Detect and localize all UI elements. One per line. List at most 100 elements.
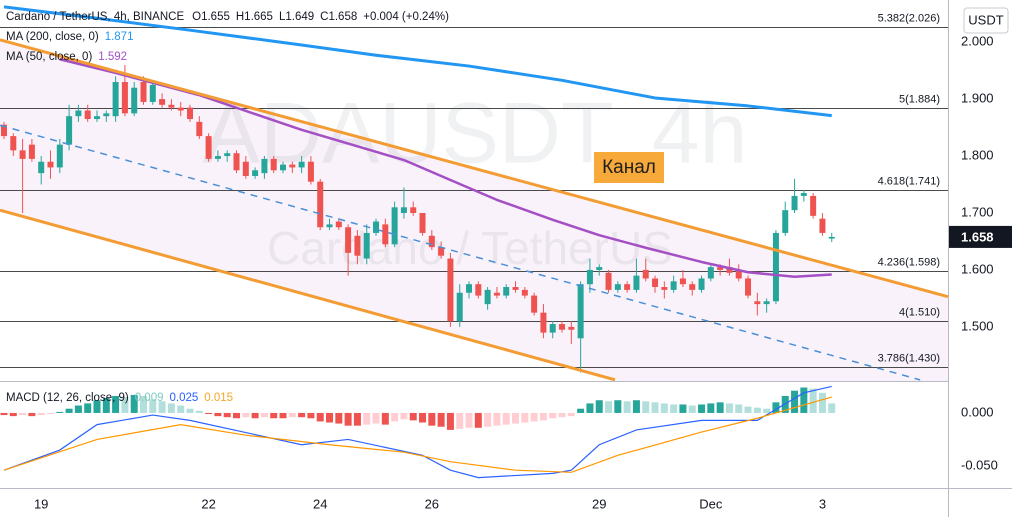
histogram-bar — [474, 412, 482, 428]
candle-body — [568, 326, 575, 330]
macd-pane — [0, 385, 836, 479]
level-label: 4.236(1.598) — [878, 256, 940, 268]
histogram-bar — [753, 407, 761, 413]
candle-body — [726, 267, 733, 273]
histogram-bar — [670, 404, 678, 413]
histogram-bar — [818, 392, 826, 413]
candle-body — [782, 210, 789, 233]
y-tick-label: 2.000 — [961, 34, 994, 49]
histogram-bar — [260, 412, 268, 418]
histogram-bar — [605, 401, 613, 413]
candle-body — [689, 284, 696, 290]
candle-body — [484, 289, 491, 305]
candle-body — [624, 284, 631, 290]
line-series — [3, 5, 832, 118]
candle-body — [0, 124, 7, 137]
histogram-bar — [93, 400, 101, 413]
candle-body — [317, 181, 324, 228]
y-tick-label: 1.900 — [961, 91, 994, 106]
histogram-bar — [539, 412, 547, 421]
histogram-bar — [465, 412, 473, 428]
candle-body — [791, 195, 798, 211]
histogram-bar — [493, 412, 501, 426]
candle-body — [447, 258, 454, 322]
candle-body — [531, 295, 538, 313]
legend-value: 1.592 — [98, 51, 127, 63]
histogram-bar — [772, 402, 780, 413]
candle-body — [121, 82, 128, 114]
histogram-bar — [558, 412, 566, 418]
candle-body — [810, 195, 817, 216]
legend-entry: MA (200, close, 0) 1.871 — [6, 31, 133, 43]
histogram-bar — [419, 412, 427, 423]
histogram-bar — [47, 412, 55, 415]
legend-entry: MA (50, close, 0) 1.592 — [6, 51, 127, 63]
x-tick-label: 26 — [425, 496, 439, 511]
legend-value: 1.871 — [105, 31, 134, 43]
histogram-bar — [37, 412, 45, 416]
y-tick-label: 1.700 — [961, 204, 994, 219]
candle-body — [196, 121, 203, 137]
histogram-bar — [614, 400, 622, 413]
candle-body — [382, 224, 389, 245]
candle-body — [428, 235, 435, 248]
candle-body — [679, 278, 686, 285]
candle-body — [652, 278, 659, 288]
histogram-bar — [214, 412, 222, 417]
candle-body — [140, 82, 147, 102]
candle-body — [466, 284, 473, 293]
histogram-bar — [391, 412, 399, 422]
line-series — [59, 58, 832, 279]
histogram-bar — [437, 412, 445, 427]
candle-body — [103, 113, 110, 117]
candle-body — [205, 136, 212, 159]
histogram-bar — [353, 412, 361, 426]
candle-body — [159, 99, 166, 105]
candle-body — [596, 267, 603, 270]
histogram-bar — [632, 400, 640, 413]
candle-body — [335, 221, 342, 228]
histogram-bar — [121, 397, 129, 413]
macd-legend: MACD (12, 26, close, 9) 0.009 0.025 0.015 — [6, 392, 233, 404]
legend-value: 0.025 — [170, 392, 199, 404]
ohlc-label: L — [279, 11, 286, 23]
candle-body — [326, 224, 333, 228]
candle-body — [177, 107, 184, 111]
candle-body — [586, 269, 593, 285]
candle-body — [438, 247, 445, 256]
price-marker — [949, 225, 1012, 248]
ohlc-value: 1.665 — [244, 11, 273, 23]
candle-body — [605, 272, 612, 290]
candle-body — [345, 227, 352, 253]
x-tick-label: 29 — [592, 496, 606, 511]
candle-body — [642, 269, 649, 279]
line-series — [0, 208, 616, 381]
histogram-bar — [679, 404, 687, 413]
histogram-bar — [112, 395, 120, 413]
price-pane: ADAUSDT, 4hCardano / TetherUSКанал — [0, 5, 948, 381]
candle-body — [354, 235, 361, 256]
ohlc-label: O — [192, 11, 201, 23]
histogram-bar — [502, 412, 510, 425]
histogram-bar — [28, 412, 36, 417]
histogram-bar — [74, 405, 82, 413]
candle-body — [800, 193, 807, 196]
x-tick-label: 19 — [34, 496, 48, 511]
histogram-bar — [344, 412, 352, 426]
histogram-bar — [735, 404, 743, 413]
candle-body — [549, 324, 556, 333]
histogram-bar — [270, 412, 278, 419]
candle-body — [503, 287, 510, 296]
candle-body — [131, 87, 138, 114]
candle-body — [493, 292, 500, 296]
histogram-bar — [195, 410, 203, 413]
currency[interactable]: USDT — [968, 12, 1003, 27]
candle-body — [10, 136, 17, 151]
currency-box[interactable] — [963, 7, 1009, 34]
histogram-bar — [65, 408, 73, 413]
legend-name: MA (200, close, 0) — [6, 31, 99, 43]
histogram-bar — [800, 387, 808, 413]
histogram-bar — [521, 412, 529, 423]
candle-body — [754, 301, 761, 305]
candle-body — [214, 156, 221, 159]
